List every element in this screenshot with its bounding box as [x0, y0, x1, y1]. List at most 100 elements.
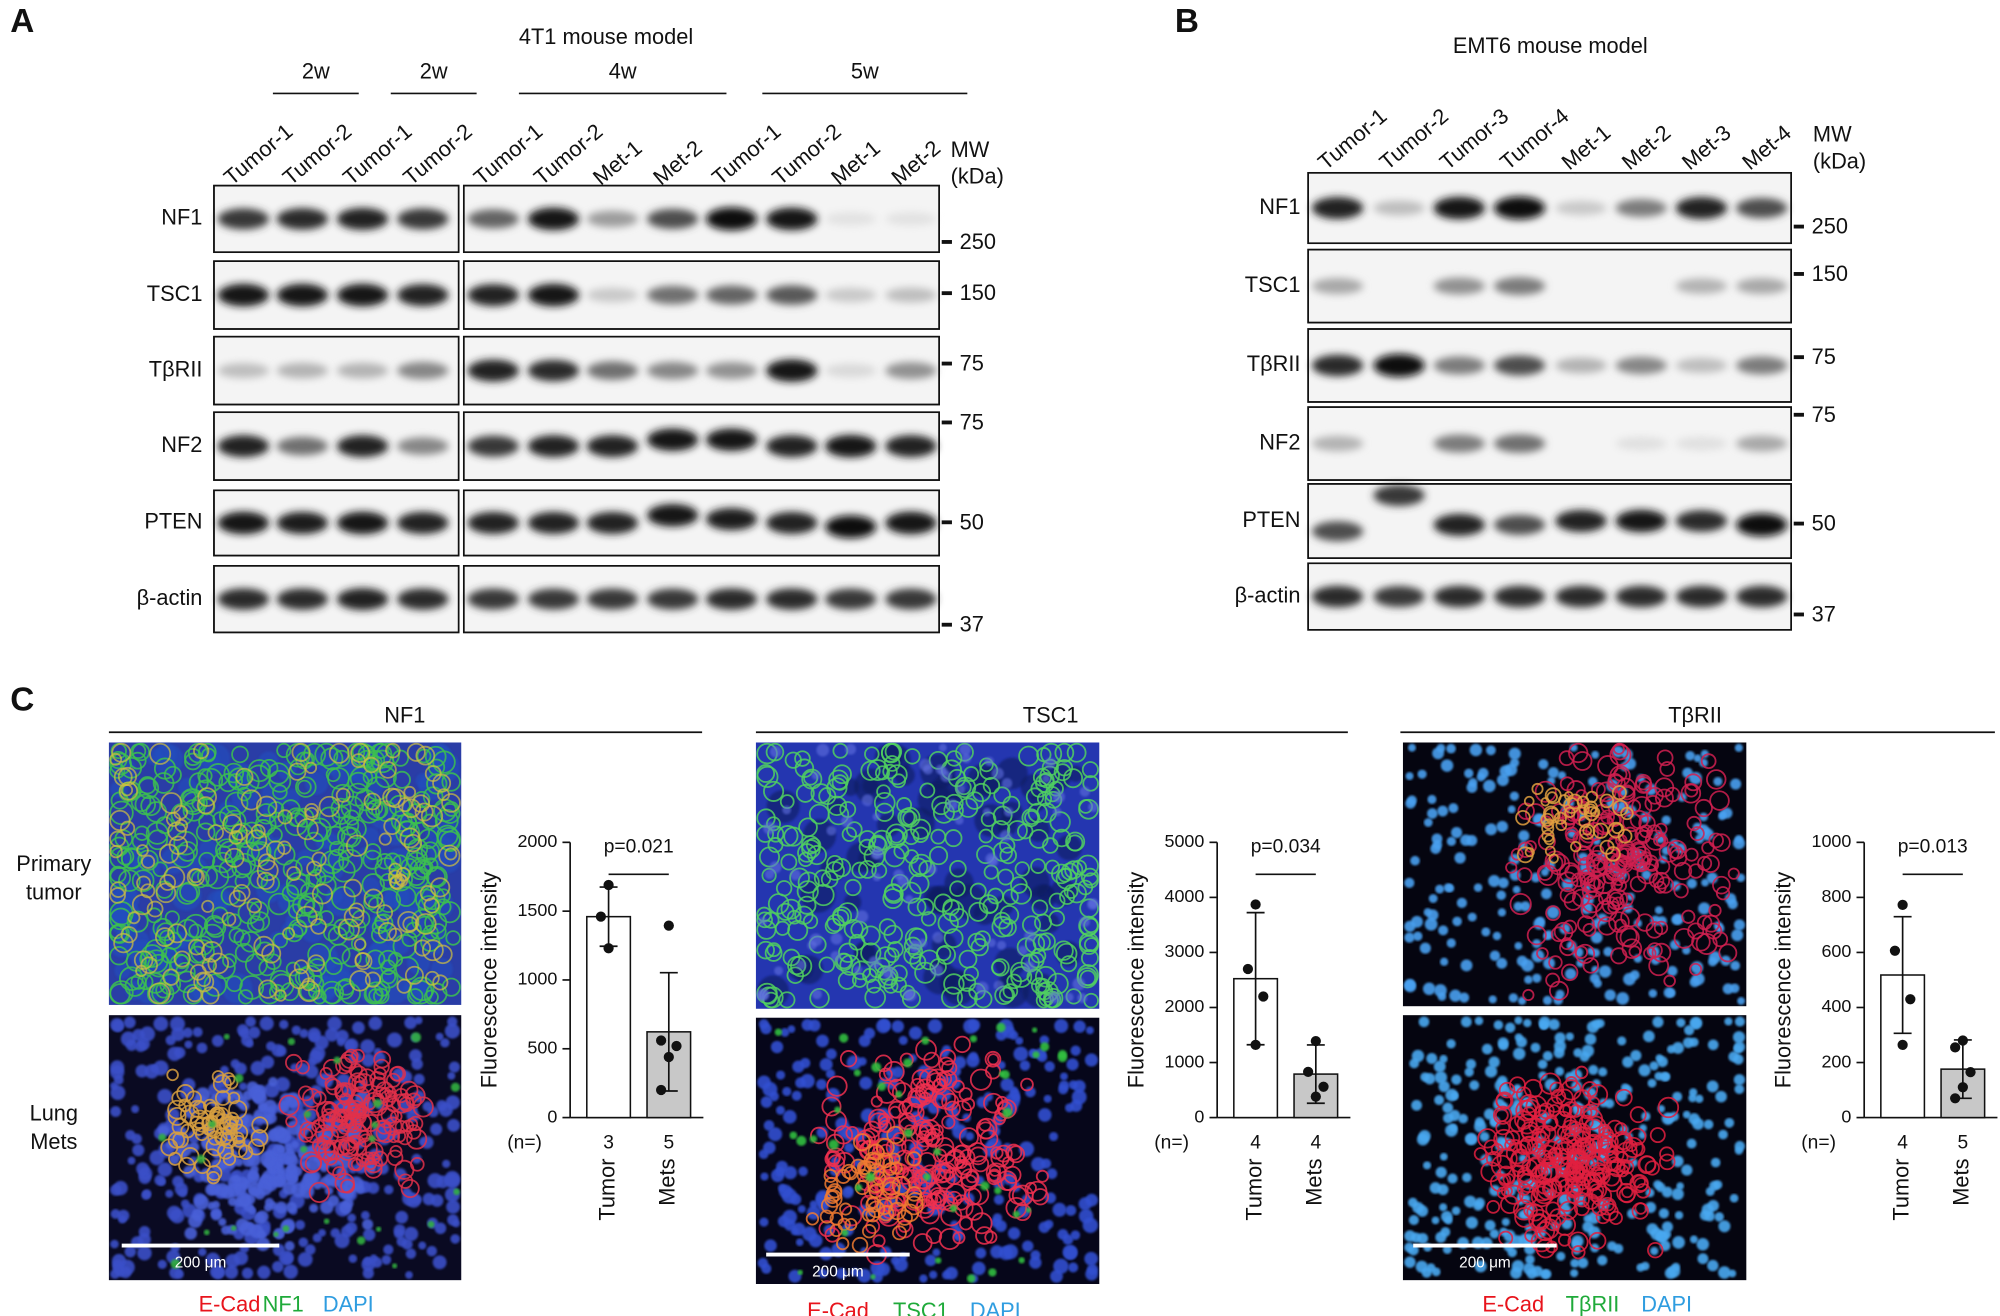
cell [954, 1161, 973, 1179]
cell [1718, 810, 1727, 819]
cell [352, 1021, 365, 1035]
cell [1460, 1016, 1472, 1028]
cell [841, 826, 857, 842]
cell [380, 1105, 399, 1125]
cell [1588, 1231, 1607, 1250]
cell [1698, 902, 1711, 915]
cell [1600, 809, 1615, 825]
cell [1002, 1107, 1013, 1118]
cell [893, 869, 904, 880]
cell [1562, 919, 1578, 935]
cell [975, 1117, 998, 1140]
lane-label: Met-2 [886, 135, 945, 190]
cell [366, 1095, 388, 1117]
cell [1477, 767, 1489, 779]
cell [133, 950, 154, 970]
cell [1689, 962, 1703, 976]
cell [1464, 1195, 1477, 1208]
cell [248, 1026, 261, 1039]
blot-frame [462, 411, 940, 481]
cell [1598, 965, 1612, 978]
band [766, 588, 818, 610]
cell [1408, 1215, 1419, 1226]
band [1736, 435, 1788, 452]
cell [374, 914, 389, 929]
cell [397, 1129, 413, 1146]
cell [1405, 798, 1416, 809]
cell [1537, 1158, 1560, 1181]
blot-frame [1307, 171, 1792, 245]
cell [944, 793, 964, 813]
cell [109, 762, 126, 779]
cell [1018, 1141, 1035, 1157]
cell [1718, 1266, 1731, 1279]
cell [1608, 911, 1630, 933]
cell [1012, 1093, 1021, 1102]
cell [1048, 892, 1066, 910]
cell [195, 822, 216, 842]
cell [132, 1144, 145, 1157]
blot-frame [462, 184, 940, 254]
cell [193, 742, 210, 760]
cell [1423, 1161, 1432, 1170]
cell [387, 1130, 401, 1144]
cell [1582, 957, 1599, 974]
cell [203, 914, 225, 936]
band [1373, 353, 1425, 378]
cell [768, 1127, 783, 1142]
band [467, 435, 519, 457]
cell [207, 1201, 216, 1210]
cell [1614, 918, 1627, 932]
cell [1044, 1061, 1055, 1072]
cell [1024, 1181, 1037, 1195]
cell [1513, 901, 1523, 912]
cell [835, 1268, 847, 1279]
cell [1020, 1077, 1034, 1092]
cell [192, 1100, 207, 1115]
cell [1437, 992, 1447, 1001]
cell [1498, 1081, 1516, 1099]
cell [236, 786, 252, 802]
cell [1498, 1040, 1509, 1051]
cell [281, 884, 300, 902]
cell [760, 1172, 769, 1181]
cell [831, 858, 852, 878]
cell [1488, 875, 1501, 887]
cell [970, 938, 989, 957]
cell [930, 963, 944, 977]
cell [934, 1137, 955, 1157]
cell [1043, 990, 1062, 1009]
band [825, 434, 877, 458]
cell [1557, 1233, 1572, 1247]
cell [311, 1137, 329, 1154]
cell [1404, 1242, 1415, 1253]
cell [841, 1163, 857, 1180]
cell [1555, 819, 1568, 832]
cell [862, 1224, 877, 1239]
row-label: tumor [26, 879, 82, 904]
cell [444, 847, 458, 861]
cell [125, 1129, 136, 1141]
scale-bar-label: 200 μm [175, 1255, 227, 1272]
cell [1505, 861, 1518, 874]
cell [188, 1213, 203, 1229]
cell [207, 890, 229, 912]
cell [1556, 1251, 1566, 1261]
cell [996, 1170, 1018, 1191]
chart-title: TSC1 [1023, 703, 1079, 728]
cell [857, 1268, 872, 1283]
cell [127, 1156, 136, 1165]
cell [775, 1105, 785, 1115]
cell [886, 1125, 905, 1145]
cell [350, 742, 371, 763]
cell [1574, 945, 1588, 959]
cell [1592, 822, 1609, 839]
cell [891, 1020, 905, 1033]
cell [935, 1257, 942, 1264]
cell [830, 950, 842, 962]
p-value: p=0.021 [604, 837, 674, 858]
cell [854, 966, 862, 975]
band [467, 209, 519, 229]
cell [806, 845, 827, 866]
cell [234, 1073, 244, 1083]
